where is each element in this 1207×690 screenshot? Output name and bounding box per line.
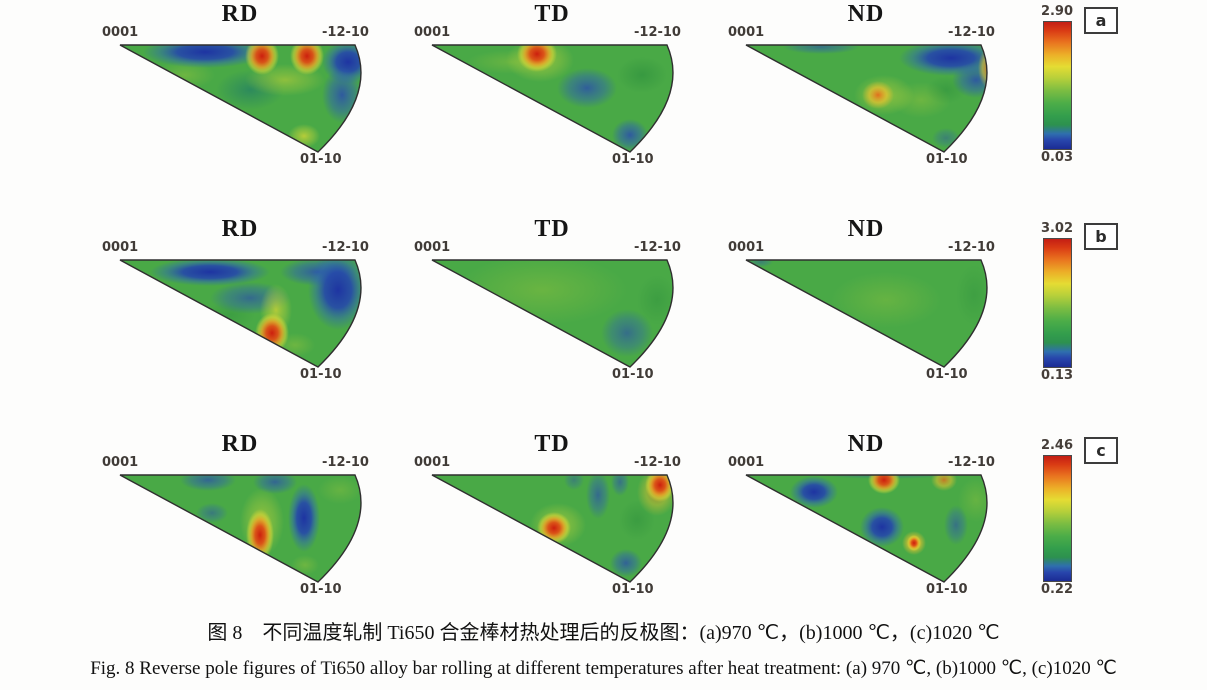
pole-label-0001: 0001 (414, 25, 451, 40)
pole-label-12-10: -12-10 (948, 240, 995, 255)
pole-figure-b-nd: ND 0001 -12-10 01-10 (716, 215, 1028, 427)
pole-figure-c-rd: RD 0001 -12-10 01-10 (90, 430, 402, 642)
pole-figure-c-td: TD 0001 -12-10 01-10 (402, 430, 714, 642)
pole-label-01-10: 01-10 (300, 582, 342, 597)
ipf-wedge (745, 259, 988, 368)
pole-label-01-10: 01-10 (612, 367, 654, 382)
plot-title: ND (847, 1, 885, 27)
caption-english: Fig. 8 Reverse pole figures of Ti650 all… (90, 658, 1117, 679)
pole-label-01-10: 01-10 (612, 152, 654, 167)
pole-label-0001: 0001 (728, 25, 765, 40)
pole-label-12-10: -12-10 (322, 455, 369, 470)
pole-label-12-10: -12-10 (634, 25, 681, 40)
plot-title: RD (221, 216, 259, 242)
pole-label-0001: 0001 (728, 240, 765, 255)
ipf-wedge (745, 474, 988, 583)
colorbar-a-min: 0.03 (1040, 150, 1074, 165)
colorbar-a-max: 2.90 (1040, 4, 1074, 19)
plot-title: ND (847, 216, 885, 242)
pole-figure-b-td: TD 0001 -12-10 01-10 (402, 215, 714, 427)
panel-letter-c: c (1084, 437, 1118, 464)
ipf-wedge (119, 474, 362, 583)
plot-title: TD (534, 216, 570, 242)
ipf-wedge (745, 44, 988, 153)
plot-title: TD (534, 1, 570, 27)
panel-letter-b: b (1084, 223, 1118, 250)
pole-figure-a-nd: ND 0001 -12-10 01-10 (716, 0, 1028, 212)
pole-label-01-10: 01-10 (926, 367, 968, 382)
pole-label-12-10: -12-10 (322, 240, 369, 255)
colorbar-b-max: 3.02 (1040, 221, 1074, 236)
colorbar-b (1043, 238, 1072, 368)
pole-label-0001: 0001 (414, 455, 451, 470)
panel-letter-a: a (1084, 7, 1118, 34)
pole-figure-c-nd: ND 0001 -12-10 01-10 (716, 430, 1028, 642)
pole-label-0001: 0001 (102, 240, 139, 255)
colorbar-a (1043, 21, 1072, 150)
pole-figure-a-rd: RD 0001 -12-10 01-10 (90, 0, 402, 212)
ipf-wedge (431, 474, 674, 583)
ipf-wedge (431, 44, 674, 153)
ipf-wedge (431, 259, 674, 368)
pole-label-0001: 0001 (102, 455, 139, 470)
ipf-wedge (119, 44, 362, 153)
plot-title: RD (221, 431, 259, 457)
pole-label-01-10: 01-10 (300, 367, 342, 382)
pole-label-01-10: 01-10 (926, 582, 968, 597)
pole-label-12-10: -12-10 (322, 25, 369, 40)
plot-title: RD (221, 1, 259, 27)
pole-label-01-10: 01-10 (612, 582, 654, 597)
pole-figure-a-td: TD 0001 -12-10 01-10 (402, 0, 714, 212)
colorbar-c-min: 0.22 (1040, 582, 1074, 597)
plot-title: ND (847, 431, 885, 457)
pole-label-0001: 0001 (414, 240, 451, 255)
colorbar-c (1043, 455, 1072, 582)
pole-label-12-10: -12-10 (948, 25, 995, 40)
pole-label-0001: 0001 (728, 455, 765, 470)
colorbar-b-min: 0.13 (1040, 368, 1074, 383)
pole-label-12-10: -12-10 (948, 455, 995, 470)
caption-chinese: 图 8 不同温度轧制 Ti650 合金棒材热处理后的反极图：(a)970 ℃，(… (207, 622, 1000, 644)
pole-label-01-10: 01-10 (926, 152, 968, 167)
ipf-wedge (119, 259, 362, 368)
pole-label-12-10: -12-10 (634, 455, 681, 470)
pole-label-0001: 0001 (102, 25, 139, 40)
plot-title: TD (534, 431, 570, 457)
pole-label-12-10: -12-10 (634, 240, 681, 255)
pole-figure-b-rd: RD 0001 -12-10 01-10 (90, 215, 402, 427)
pole-label-01-10: 01-10 (300, 152, 342, 167)
colorbar-c-max: 2.46 (1040, 438, 1074, 453)
